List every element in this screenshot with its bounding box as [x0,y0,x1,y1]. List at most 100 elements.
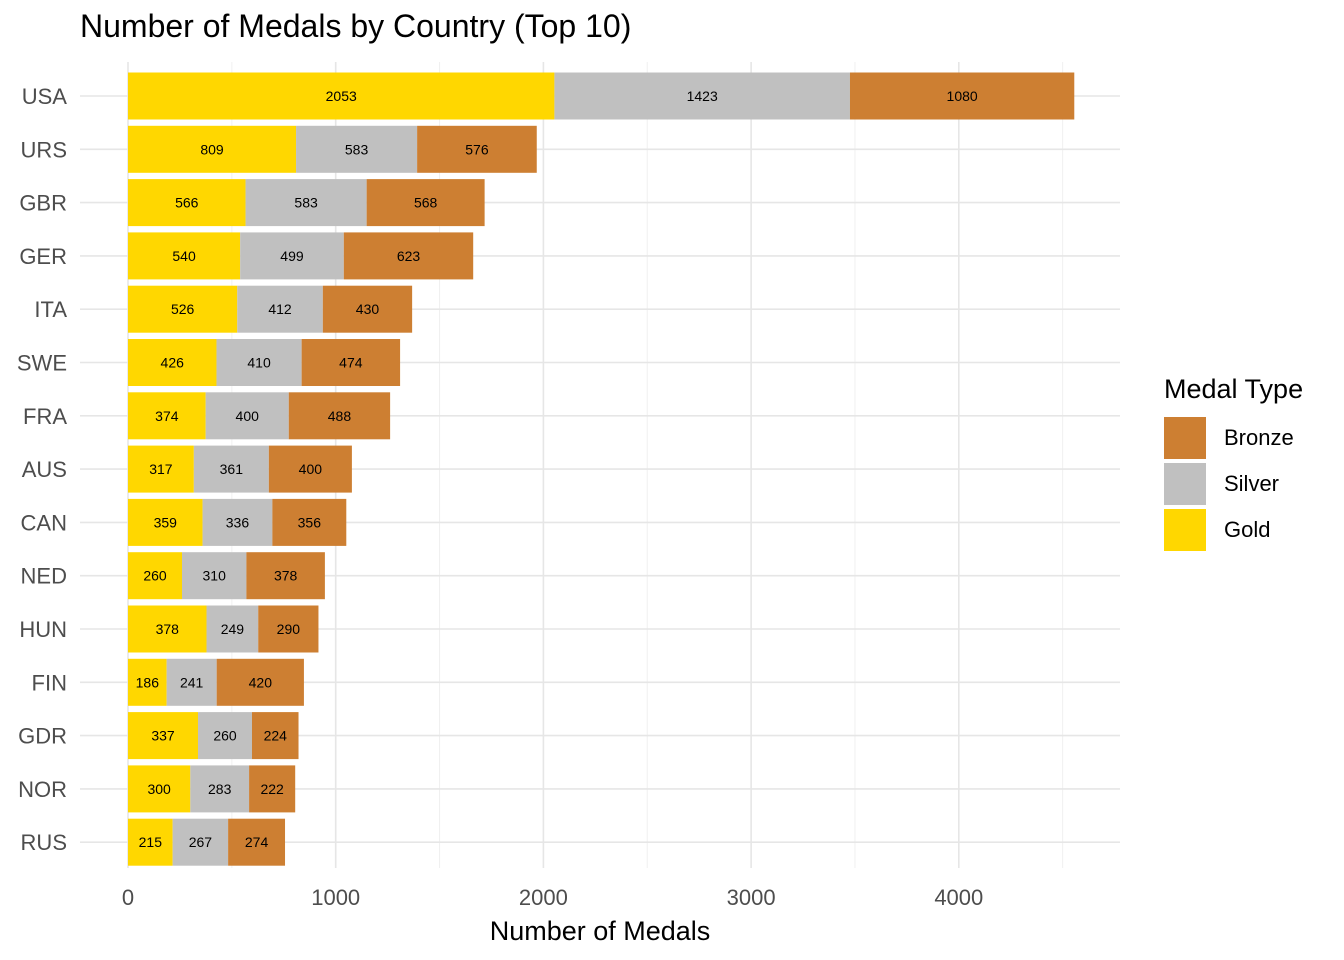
y-tick-label-ger: GER [19,244,67,269]
bar-gold-rus [128,818,173,866]
bar-gold-fra [128,392,206,440]
legend-swatch-bronze [1164,417,1206,459]
y-tick-label-hun: HUN [19,617,67,642]
y-tick-label-rus: RUS [21,830,67,855]
x-tick-label: 2000 [519,885,568,910]
bar-label-gold-aus: 317 [149,461,173,477]
bar-label-gold-gdr: 337 [151,728,175,744]
bar-label-bronze-rus: 274 [245,834,269,850]
bar-label-silver-rus: 267 [189,834,213,850]
y-tick-label-can: CAN [21,510,67,535]
bar-label-gold-fra: 374 [155,408,179,424]
bar-label-silver-fra: 400 [236,408,260,424]
bar-silver-ned [182,552,247,600]
bar-bronze-ned [246,552,325,600]
bar-label-silver-urs: 583 [345,141,369,157]
bar-silver-fra [205,392,289,440]
bar-silver-can [202,498,273,546]
y-axis-ticks: USA URS GBR GER ITA SWE FRA AUS CAN NED HUN FIN GDR N… [17,84,67,855]
bar-bronze-swe [301,339,401,386]
y-tick-label-ned: NED [21,564,67,589]
bar-gold-swe [128,339,217,386]
bar-gold-urs [128,125,297,173]
bar-label-bronze-ita: 430 [356,301,380,317]
bar-gold-fin [128,658,167,706]
bar-bronze-rus [228,818,286,866]
y-tick-label-ita: ITA [34,297,67,322]
y-tick-label-swe: SWE [17,351,67,376]
legend-label-silver: Silver [1224,471,1280,496]
x-tick-label: 0 [122,885,134,910]
bar-bronze-can [272,498,347,546]
bar-label-bronze-ger: 623 [397,248,421,264]
bar-silver-aus [193,445,269,493]
bar-label-gold-nor: 300 [147,781,171,797]
x-tick-label: 1000 [311,885,360,910]
bar-label-gold-gbr: 566 [175,195,199,211]
legend-title: Medal Type [1164,374,1304,404]
bar-bronze-nor [249,765,296,813]
bar-label-bronze-ned: 378 [274,568,298,584]
bar-silver-swe [216,339,302,386]
bar-silver-nor [190,765,250,813]
bar-label-bronze-swe: 474 [339,355,363,371]
bar-silver-gdr [197,712,252,760]
y-tick-label-fra: FRA [23,404,67,429]
bar-label-silver-ned: 310 [203,568,227,584]
bar-bronze-urs [417,125,537,173]
legend: Medal Type Bronze Silver Gold [1164,374,1303,553]
x-tick-label: 4000 [934,885,983,910]
bar-label-gold-swe: 426 [161,355,185,371]
bar-label-bronze-gbr: 568 [414,195,438,211]
legend-items: Bronze Silver Gold [1164,415,1303,553]
bar-gold-nor [128,765,191,813]
y-tick-label-gdr: GDR [18,724,67,749]
bar-bronze-hun [258,605,319,653]
bar-label-silver-nor: 283 [208,781,232,797]
bar-label-bronze-gdr: 224 [264,728,288,744]
bar-bronze-gdr [251,712,299,760]
legend-item-bronze: Bronze [1164,415,1303,461]
chart-title: Number of Medals by Country (Top 10) [80,8,632,44]
y-tick-label-fin: FIN [32,670,67,695]
legend-item-silver: Silver [1164,461,1303,507]
legend-label-gold: Gold [1224,517,1271,542]
bar-label-silver-fin: 241 [180,674,204,690]
bar-silver-ger [240,232,344,280]
bar-label-gold-urs: 809 [200,141,224,157]
bar-label-bronze-nor: 222 [260,781,284,797]
bar-label-silver-gbr: 583 [294,195,318,211]
legend-label-bronze: Bronze [1224,425,1294,450]
bar-bronze-usa [849,72,1075,120]
bar-silver-gbr [245,179,367,227]
x-tick-label: 3000 [727,885,776,910]
bar-label-silver-hun: 249 [221,621,245,637]
bar-label-bronze-fra: 488 [328,408,352,424]
y-tick-label-usa: USA [22,84,68,109]
bar-label-bronze-can: 356 [298,514,322,530]
bar-bronze-aus [268,445,352,493]
bar-label-gold-ger: 540 [172,248,196,264]
bar-bronze-gbr [366,179,485,227]
x-axis-ticks: 0 1000 2000 3000 4000 [122,885,983,910]
bar-label-bronze-hun: 290 [277,621,301,637]
bar-gold-ita [128,285,238,333]
bar-bronze-fin [216,658,304,706]
bar-silver-urs [296,125,418,173]
bar-label-silver-gdr: 260 [213,728,237,744]
bar-label-bronze-fin: 420 [249,674,273,690]
x-axis-title: Number of Medals [490,916,711,946]
legend-swatch-gold [1164,509,1206,551]
bar-gold-aus [128,445,194,493]
bar-gold-can [128,498,203,546]
bars-layer [128,72,1075,866]
bar-label-gold-fin: 186 [136,674,160,690]
bar-silver-usa [554,72,850,120]
bar-label-silver-can: 336 [226,514,250,530]
legend-swatch-silver [1164,463,1206,505]
y-tick-label-nor: NOR [18,777,67,802]
bar-bronze-ger [343,232,474,280]
bar-label-silver-ger: 499 [280,248,304,264]
bar-label-gold-rus: 215 [139,834,163,850]
bar-label-bronze-usa: 1080 [947,88,978,104]
